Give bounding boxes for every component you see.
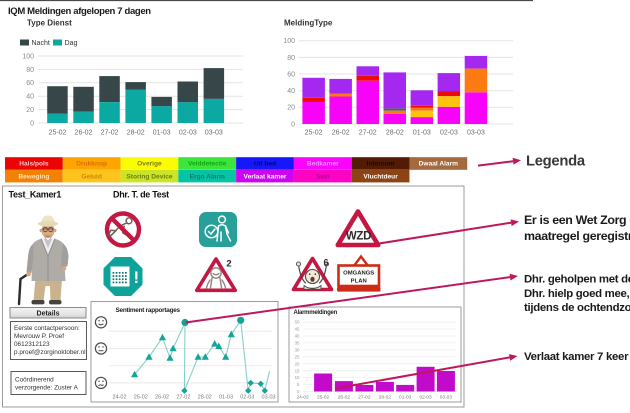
svg-text:Overige: Overige: [137, 161, 162, 168]
svg-text:25-02: 25-02: [49, 130, 67, 137]
svg-text:tijdens de ochtendzorg: tijdens de ochtendzorg: [524, 302, 630, 314]
svg-text:60: 60: [26, 80, 34, 87]
svg-text:WZD: WZD: [346, 231, 371, 243]
svg-text:Intercom: Intercom: [367, 161, 395, 168]
svg-text:30: 30: [295, 348, 300, 353]
svg-text:Drukknop: Drukknop: [76, 161, 107, 168]
svg-text:02-03: 02-03: [440, 130, 458, 137]
svg-text:27-02: 27-02: [176, 394, 190, 400]
svg-text:60: 60: [287, 71, 295, 78]
svg-text:01-03: 01-03: [413, 130, 431, 137]
svg-text:Verlaat kamer 7 keer: Verlaat kamer 7 keer: [524, 351, 629, 363]
svg-text:15: 15: [295, 368, 300, 373]
svg-text:0: 0: [291, 121, 295, 128]
svg-text:Ergo Alarm: Ergo Alarm: [190, 173, 225, 180]
svg-text:02-03: 02-03: [179, 130, 197, 137]
svg-text:!: !: [134, 268, 140, 287]
svg-text:20: 20: [26, 107, 34, 114]
svg-text:Coördinerend: Coördinerend: [15, 377, 54, 384]
svg-text:27-02: 27-02: [101, 130, 119, 137]
svg-text:Er is een Wet Zorg en: Er is een Wet Zorg en: [524, 213, 630, 227]
svg-text:Verlaat kamer: Verlaat kamer: [244, 173, 287, 180]
svg-text:25: 25: [295, 354, 300, 359]
svg-text:50: 50: [295, 320, 300, 325]
svg-text:p.proef@zorginoktober.nl: p.proef@zorginoktober.nl: [14, 349, 86, 356]
svg-text:verzorgende: Zuster A: verzorgende: Zuster A: [15, 385, 79, 392]
svg-text:20: 20: [295, 361, 300, 366]
svg-text:28-02: 28-02: [198, 394, 212, 400]
svg-text:40: 40: [295, 334, 300, 339]
svg-text:26-02: 26-02: [155, 394, 169, 400]
svg-text:100: 100: [283, 38, 295, 45]
svg-text:01-03: 01-03: [219, 394, 233, 400]
svg-text:02-03: 02-03: [419, 395, 432, 401]
svg-text:Alarmmeldingen: Alarmmeldingen: [294, 310, 338, 316]
svg-text:0: 0: [297, 389, 300, 394]
svg-text:24-02: 24-02: [296, 395, 309, 401]
svg-text:Type Dienst: Type Dienst: [27, 19, 72, 28]
svg-text:Legenda: Legenda: [526, 154, 586, 170]
svg-text:Beweging: Beweging: [18, 173, 49, 180]
svg-text:Bedkamer: Bedkamer: [307, 161, 339, 168]
svg-text:25-02: 25-02: [134, 394, 148, 400]
svg-text:Test_Kamer1: Test_Kamer1: [9, 190, 62, 200]
svg-text:10: 10: [295, 375, 300, 380]
svg-text:IQM Meldingen afgelopen 7 dage: IQM Meldingen afgelopen 7 dagen: [8, 6, 151, 17]
svg-text:Dwaal Alarm: Dwaal Alarm: [419, 161, 458, 168]
svg-text:28-02: 28-02: [379, 395, 392, 401]
svg-text:26-02: 26-02: [332, 130, 350, 137]
svg-text:03-03: 03-03: [440, 395, 453, 401]
svg-text:MeldingType: MeldingType: [284, 19, 333, 28]
svg-text:40: 40: [287, 88, 295, 95]
svg-text:PLAN: PLAN: [351, 279, 367, 285]
svg-text:Nacht: Nacht: [32, 40, 50, 47]
svg-text:35: 35: [295, 341, 300, 346]
svg-text:26-02: 26-02: [75, 130, 93, 137]
svg-text:02-03: 02-03: [240, 394, 254, 400]
svg-text:25-02: 25-02: [317, 395, 330, 401]
svg-text:26-02: 26-02: [338, 395, 351, 401]
svg-text:Sentiment rapportages: Sentiment rapportages: [116, 307, 181, 314]
svg-text:Details: Details: [37, 310, 60, 317]
svg-text:40: 40: [26, 94, 34, 101]
svg-text:OMGANGS: OMGANGS: [343, 271, 374, 277]
svg-text:45: 45: [295, 327, 300, 332]
svg-text:80: 80: [287, 55, 295, 62]
svg-text:25-02: 25-02: [305, 130, 323, 137]
svg-text:03-03: 03-03: [467, 130, 485, 137]
svg-text:Mevrouw P. Proef: Mevrouw P. Proef: [14, 333, 64, 340]
svg-text:28-02: 28-02: [386, 130, 404, 137]
svg-text:Dhr. geholpen met de ADL.: Dhr. geholpen met de ADL.: [524, 274, 630, 286]
svg-text:27-02: 27-02: [359, 130, 377, 137]
svg-text:Sein: Sein: [316, 173, 330, 180]
svg-text:28-02: 28-02: [127, 130, 145, 137]
svg-text:Hals/pols: Hals/pols: [19, 161, 49, 168]
svg-text:2: 2: [226, 259, 231, 270]
svg-text:80: 80: [26, 67, 34, 74]
svg-text:Velddetectie: Velddetectie: [188, 161, 227, 168]
svg-text:Storing Device: Storing Device: [126, 173, 173, 180]
svg-text:Geluid: Geluid: [81, 173, 102, 180]
svg-text:Vluchtdeur: Vluchtdeur: [363, 173, 398, 180]
svg-text:20: 20: [287, 105, 295, 112]
svg-text:5: 5: [297, 382, 300, 387]
svg-text:01-03: 01-03: [153, 130, 171, 137]
svg-text:6: 6: [323, 258, 328, 268]
svg-text:Eerste contactpersoon:: Eerste contactpersoon:: [14, 325, 80, 332]
svg-text:Dhr. T. de Test: Dhr. T. de Test: [113, 190, 169, 200]
svg-text:27-02: 27-02: [358, 395, 371, 401]
svg-text:01-03: 01-03: [399, 395, 412, 401]
svg-text:0612312123: 0612312123: [14, 341, 50, 348]
svg-text:100: 100: [22, 53, 34, 60]
svg-text:Uit bed: Uit bed: [254, 161, 276, 168]
svg-text:03-03: 03-03: [262, 394, 276, 400]
svg-text:03-03: 03-03: [205, 130, 223, 137]
svg-text:0: 0: [30, 120, 34, 127]
svg-text:Dag: Dag: [65, 40, 78, 47]
svg-text:Dhr. hielp goed mee,: Dhr. hielp goed mee,: [524, 288, 630, 300]
svg-text:24-02: 24-02: [112, 394, 126, 400]
svg-text:maatregel geregistreerd: maatregel geregistreerd: [524, 229, 630, 243]
